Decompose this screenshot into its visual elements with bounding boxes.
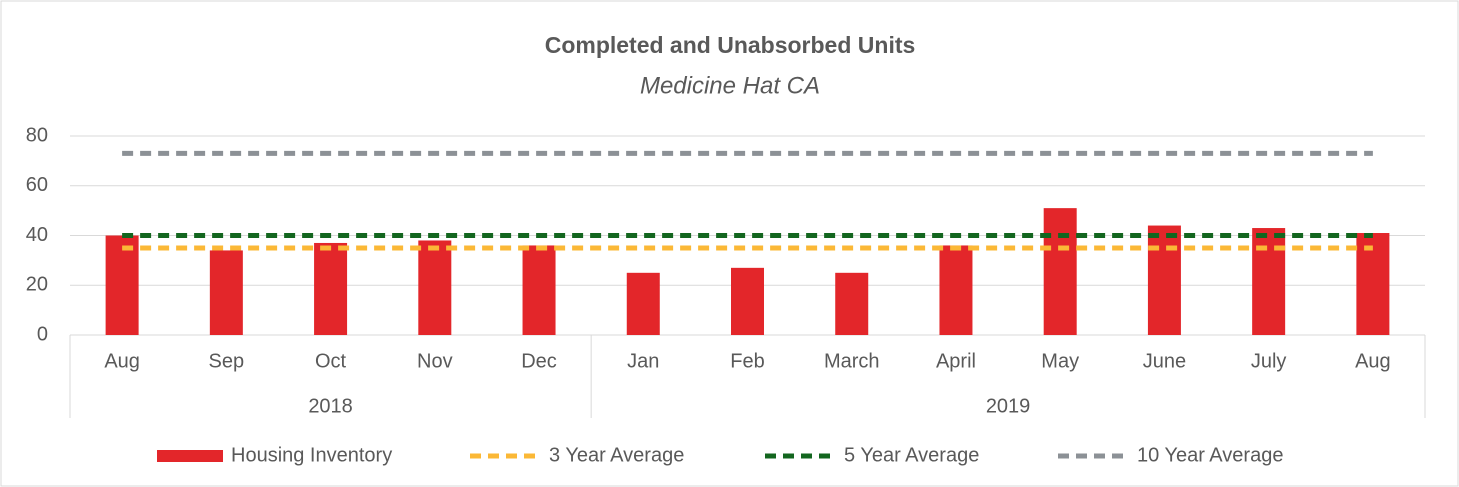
y-tick-label: 80 [26,124,48,146]
bar [1147,225,1181,335]
y-tick-label: 20 [26,274,48,296]
bar [418,240,452,335]
bar [731,267,764,335]
legend-swatch [157,450,223,462]
bar [626,272,660,335]
chart-title: Completed and Unabsorbed Units [545,32,916,58]
x-tick-label: Sep [209,350,245,372]
x-tick-label: April [936,350,976,372]
x-tick-label: Oct [315,350,347,372]
x-tick-label: June [1143,350,1186,372]
group-label: 2019 [986,395,1031,417]
bar [1252,228,1286,335]
x-tick-label: Aug [1355,350,1391,372]
legend-label: 10 Year Average [1137,444,1283,466]
y-tick-label: 60 [26,174,48,196]
x-tick-label: Aug [104,350,140,372]
x-tick-label: Feb [730,350,764,372]
group-label: 2018 [308,395,353,417]
y-tick-label: 0 [37,323,48,345]
x-tick-label: Jan [627,350,659,372]
bar [209,250,243,335]
bar [835,272,869,335]
x-tick-label: May [1041,350,1079,372]
bar [1043,208,1077,335]
y-tick-label: 40 [26,224,48,246]
x-tick-label: Nov [417,350,453,372]
bar [105,235,139,335]
x-tick-label: July [1251,350,1287,372]
bar [522,245,556,335]
legend-label: 5 Year Average [844,444,979,466]
x-tick-label: March [824,350,880,372]
legend-label: Housing Inventory [231,444,392,466]
bar [939,245,973,335]
legend-label: 3 Year Average [549,444,684,466]
x-tick-label: Dec [521,350,557,372]
bar [314,242,348,335]
chart-subtitle: Medicine Hat CA [640,72,820,99]
